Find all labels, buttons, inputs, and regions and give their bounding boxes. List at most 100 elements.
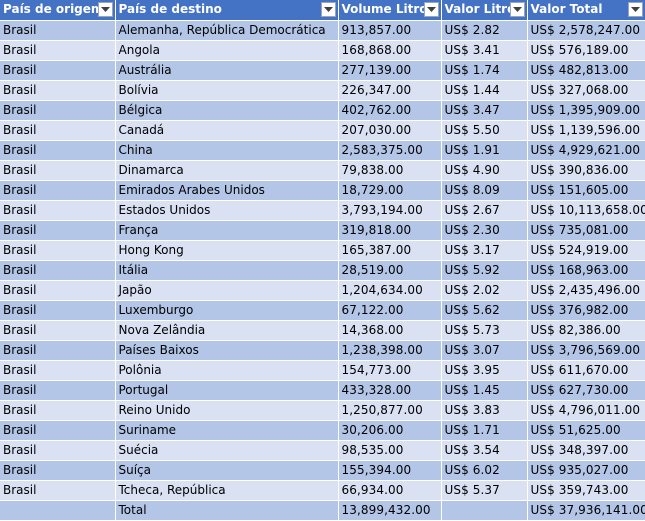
cell-total[interactable]: US$ 168,963.00 xyxy=(527,260,645,281)
cell-volume[interactable]: 154,773.00 xyxy=(338,360,442,381)
filter-dropdown-icon[interactable] xyxy=(97,2,113,17)
cell-total[interactable]: US$ 348,397.00 xyxy=(527,440,645,461)
cell-destination[interactable]: Canadá xyxy=(115,120,339,141)
cell-volume[interactable]: 165,387.00 xyxy=(338,240,442,261)
cell-volume[interactable]: 66,934.00 xyxy=(338,480,442,501)
cell-destination[interactable]: Alemanha, República Democrática xyxy=(115,20,339,41)
cell-origin[interactable]: Brasil xyxy=(0,60,116,81)
cell-volume[interactable]: 168,868.00 xyxy=(338,40,442,61)
cell-origin[interactable]: Brasil xyxy=(0,160,116,181)
table-row[interactable]: Brasil Nova Zelândia 14,368.00 US$ 5.73 … xyxy=(0,320,645,341)
cell-volume[interactable]: 98,535.00 xyxy=(338,440,442,461)
cell-origin[interactable]: Brasil xyxy=(0,220,116,241)
cell-price[interactable]: US$ 8.09 xyxy=(441,180,528,201)
cell-origin[interactable]: Brasil xyxy=(0,300,116,321)
cell-total[interactable]: US$ 359,743.00 xyxy=(527,480,645,501)
cell-destination[interactable]: Reino Unido xyxy=(115,400,339,421)
cell-volume[interactable]: 913,857.00 xyxy=(338,20,442,41)
cell-total[interactable]: US$ 390,836.00 xyxy=(527,160,645,181)
table-row[interactable]: Brasil Suíça 155,394.00 US$ 6.02 US$ 935… xyxy=(0,460,645,481)
table-row[interactable]: Brasil Hong Kong 165,387.00 US$ 3.17 US$… xyxy=(0,240,645,261)
cell-price[interactable]: US$ 2.82 xyxy=(441,20,528,41)
cell-total[interactable]: US$ 524,919.00 xyxy=(527,240,645,261)
cell-volume[interactable]: 3,793,194.00 xyxy=(338,200,442,221)
total-cell-label[interactable]: Total xyxy=(115,500,339,521)
cell-destination[interactable]: Angola xyxy=(115,40,339,61)
cell-destination[interactable]: Itália xyxy=(115,260,339,281)
cell-destination[interactable]: China xyxy=(115,140,339,161)
total-cell-origin[interactable] xyxy=(0,500,116,521)
table-row[interactable]: Brasil Reino Unido 1,250,877.00 US$ 3.83… xyxy=(0,400,645,421)
cell-origin[interactable]: Brasil xyxy=(0,40,116,61)
cell-destination[interactable]: Portugal xyxy=(115,380,339,401)
filter-dropdown-icon[interactable] xyxy=(423,2,439,17)
table-row[interactable]: Brasil Portugal 433,328.00 US$ 1.45 US$ … xyxy=(0,380,645,401)
table-row[interactable]: Brasil França 319,818.00 US$ 2.30 US$ 73… xyxy=(0,220,645,241)
cell-total[interactable]: US$ 51,625.00 xyxy=(527,420,645,441)
table-row[interactable]: Brasil Tcheca, República 66,934.00 US$ 5… xyxy=(0,480,645,501)
cell-origin[interactable]: Brasil xyxy=(0,400,116,421)
cell-total[interactable]: US$ 735,081.00 xyxy=(527,220,645,241)
cell-total[interactable]: US$ 376,982.00 xyxy=(527,300,645,321)
cell-origin[interactable]: Brasil xyxy=(0,480,116,501)
cell-price[interactable]: US$ 5.62 xyxy=(441,300,528,321)
table-row[interactable]: Brasil Bélgica 402,762.00 US$ 3.47 US$ 1… xyxy=(0,100,645,121)
filter-dropdown-icon[interactable] xyxy=(509,2,525,17)
cell-destination[interactable]: Suíça xyxy=(115,460,339,481)
cell-price[interactable]: US$ 1.44 xyxy=(441,80,528,101)
total-cell-volume[interactable]: 13,899,432.00 xyxy=(338,500,442,521)
cell-total[interactable]: US$ 2,435,496.00 xyxy=(527,280,645,301)
cell-price[interactable]: US$ 2.02 xyxy=(441,280,528,301)
cell-total[interactable]: US$ 576,189.00 xyxy=(527,40,645,61)
cell-price[interactable]: US$ 5.50 xyxy=(441,120,528,141)
cell-origin[interactable]: Brasil xyxy=(0,20,116,41)
cell-destination[interactable]: Bolívia xyxy=(115,80,339,101)
cell-destination[interactable]: Nova Zelândia xyxy=(115,320,339,341)
cell-price[interactable]: US$ 5.73 xyxy=(441,320,528,341)
cell-total[interactable]: US$ 3,796,569.00 xyxy=(527,340,645,361)
cell-total[interactable]: US$ 10,113,658.00 xyxy=(527,200,645,221)
cell-destination[interactable]: Hong Kong xyxy=(115,240,339,261)
cell-destination[interactable]: Japão xyxy=(115,280,339,301)
cell-origin[interactable]: Brasil xyxy=(0,460,116,481)
cell-volume[interactable]: 18,729.00 xyxy=(338,180,442,201)
cell-price[interactable]: US$ 3.83 xyxy=(441,400,528,421)
header-volume[interactable]: Volume Litro xyxy=(338,0,442,21)
cell-total[interactable]: US$ 4,929,621.00 xyxy=(527,140,645,161)
cell-destination[interactable]: Tcheca, República xyxy=(115,480,339,501)
cell-destination[interactable]: Emirados Arabes Unidos xyxy=(115,180,339,201)
cell-total[interactable]: US$ 4,796,011.00 xyxy=(527,400,645,421)
total-cell-price[interactable] xyxy=(441,500,528,521)
cell-total[interactable]: US$ 151,605.00 xyxy=(527,180,645,201)
cell-destination[interactable]: Polônia xyxy=(115,360,339,381)
cell-destination[interactable]: França xyxy=(115,220,339,241)
cell-volume[interactable]: 1,204,634.00 xyxy=(338,280,442,301)
cell-origin[interactable]: Brasil xyxy=(0,280,116,301)
cell-volume[interactable]: 433,328.00 xyxy=(338,380,442,401)
cell-price[interactable]: US$ 6.02 xyxy=(441,460,528,481)
cell-volume[interactable]: 28,519.00 xyxy=(338,260,442,281)
cell-price[interactable]: US$ 3.07 xyxy=(441,340,528,361)
cell-volume[interactable]: 14,368.00 xyxy=(338,320,442,341)
cell-price[interactable]: US$ 1.74 xyxy=(441,60,528,81)
cell-volume[interactable]: 2,583,375.00 xyxy=(338,140,442,161)
cell-destination[interactable]: Suriname xyxy=(115,420,339,441)
cell-volume[interactable]: 67,122.00 xyxy=(338,300,442,321)
cell-price[interactable]: US$ 3.41 xyxy=(441,40,528,61)
cell-volume[interactable]: 402,762.00 xyxy=(338,100,442,121)
cell-origin[interactable]: Brasil xyxy=(0,380,116,401)
table-row[interactable]: Brasil Emirados Arabes Unidos 18,729.00 … xyxy=(0,180,645,201)
cell-destination[interactable]: Dinamarca xyxy=(115,160,339,181)
header-origin[interactable]: País de origem xyxy=(0,0,116,21)
cell-total[interactable]: US$ 2,578,247.00 xyxy=(527,20,645,41)
header-total[interactable]: Valor Total xyxy=(527,0,645,21)
cell-origin[interactable]: Brasil xyxy=(0,320,116,341)
cell-destination[interactable]: Países Baixos xyxy=(115,340,339,361)
total-cell-total[interactable]: US$ 37,936,141.00 xyxy=(527,500,645,521)
cell-origin[interactable]: Brasil xyxy=(0,360,116,381)
cell-price[interactable]: US$ 3.54 xyxy=(441,440,528,461)
cell-total[interactable]: US$ 1,395,909.00 xyxy=(527,100,645,121)
cell-price[interactable]: US$ 2.67 xyxy=(441,200,528,221)
cell-origin[interactable]: Brasil xyxy=(0,140,116,161)
cell-price[interactable]: US$ 2.30 xyxy=(441,220,528,241)
